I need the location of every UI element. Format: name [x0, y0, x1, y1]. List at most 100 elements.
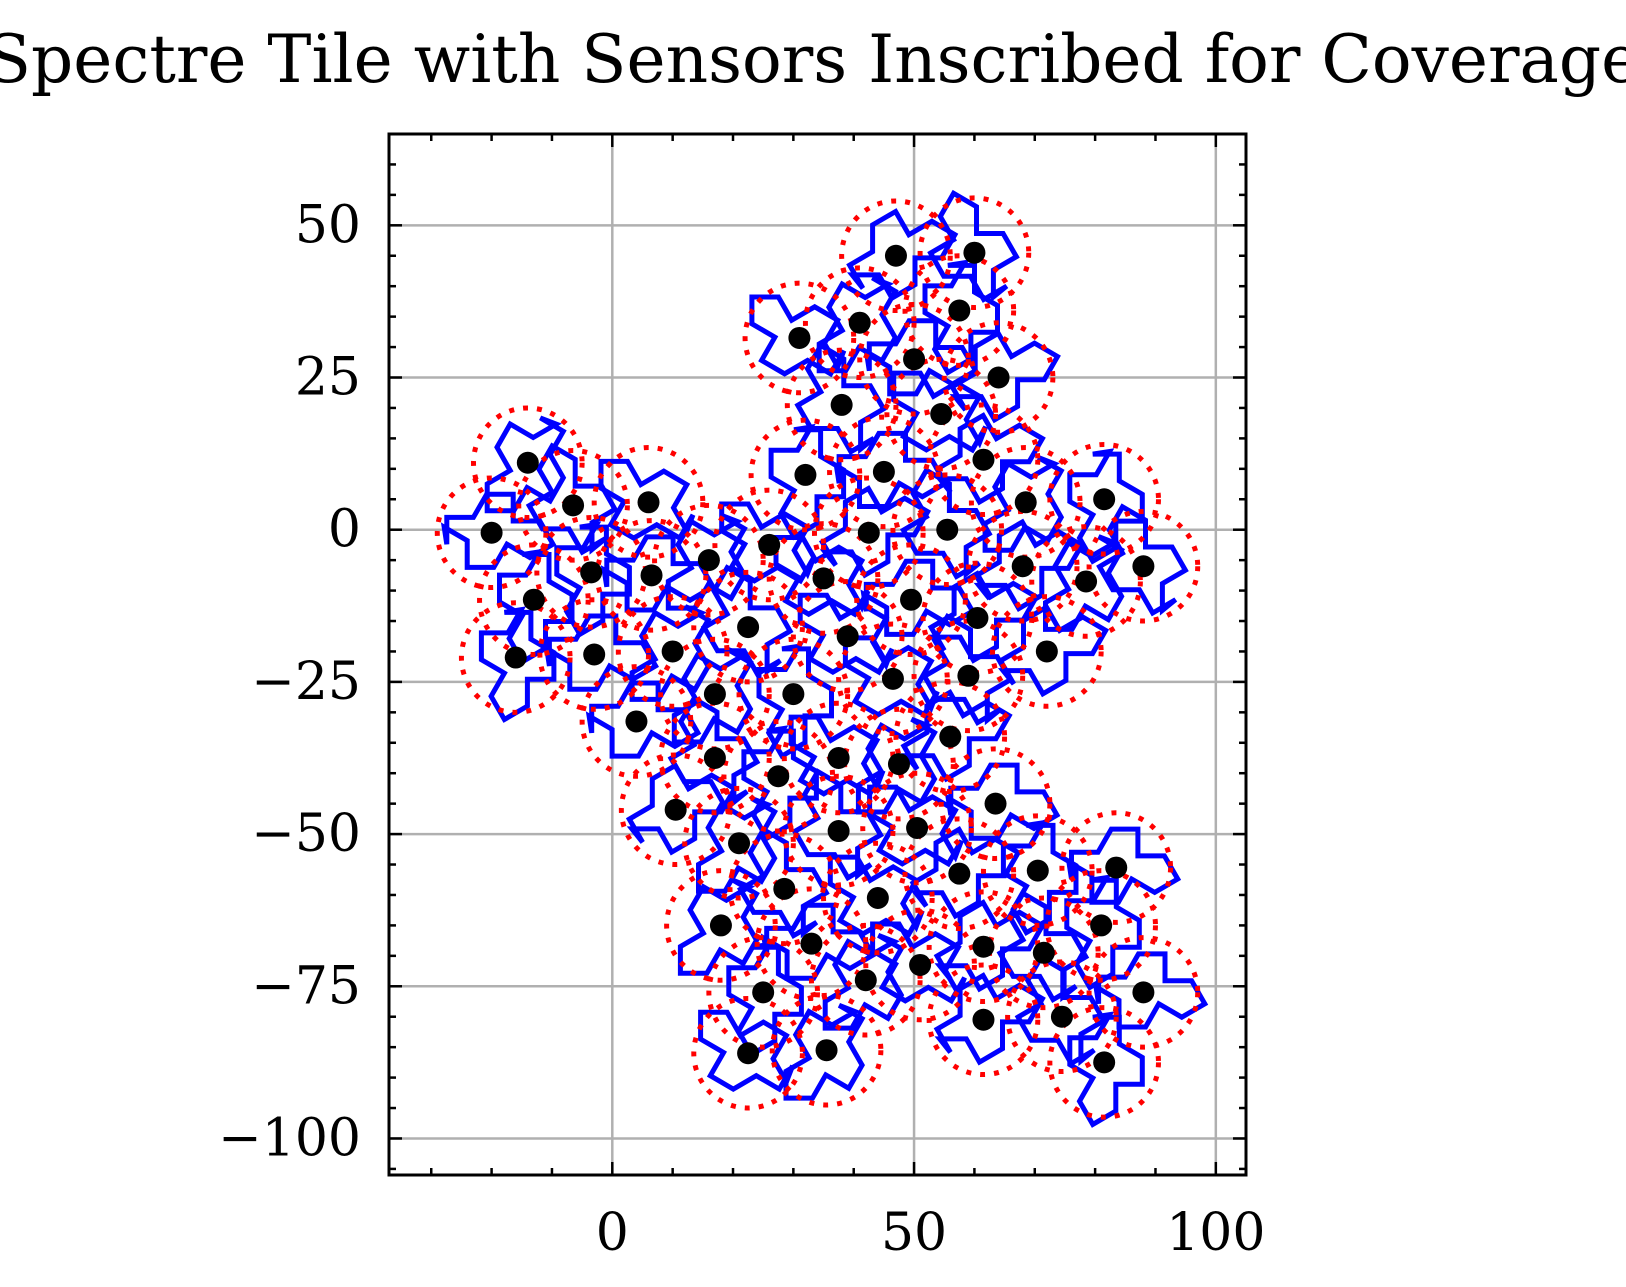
- sensor-point: [625, 710, 648, 733]
- sensor-point: [984, 792, 1007, 815]
- sensor-point: [1132, 981, 1155, 1004]
- coverage-circle: [941, 320, 1056, 435]
- sensor-point: [1011, 555, 1034, 578]
- sensor-point: [963, 241, 986, 264]
- sensor-point: [930, 403, 953, 426]
- sensor-point: [752, 981, 775, 1004]
- coverage-circle: [591, 445, 706, 560]
- sensor-point: [794, 463, 817, 486]
- y-tick-label: 0: [328, 500, 361, 560]
- y-tick-labels: 50 25 0 −25 −50 −75 −100: [218, 195, 361, 1168]
- sensor-point: [966, 606, 989, 629]
- coverage-circle: [579, 664, 694, 779]
- sensor-points: [480, 241, 1155, 1074]
- coverage-circle: [917, 195, 1032, 310]
- spectre-tile-outline: [1064, 874, 1142, 991]
- coverage-circle: [682, 785, 796, 901]
- sensor-point: [906, 817, 929, 839]
- sensor-point: [854, 969, 877, 992]
- coverage-circle: [980, 813, 1095, 928]
- spectre-tile-outline: [698, 1009, 795, 1093]
- spectre-tile-outline: [696, 796, 779, 894]
- sensor-point: [728, 832, 751, 855]
- spectre-tile-outline: [997, 603, 1110, 698]
- sensor-point: [1014, 491, 1037, 514]
- coverage-circle: [890, 472, 1005, 587]
- spectre-tile-outline: [1096, 503, 1189, 617]
- coverage-circle: [664, 868, 778, 983]
- sensor-point: [583, 643, 606, 666]
- spectre-tile-outline: [440, 491, 557, 570]
- coverage-circle: [766, 521, 881, 636]
- coverage-circle: [470, 405, 585, 521]
- sensor-point: [857, 521, 880, 544]
- sensor-point: [881, 667, 904, 690]
- coverage-circle: [516, 448, 630, 563]
- sensor-point: [782, 683, 805, 706]
- sensor-point: [640, 564, 663, 587]
- spectre-tile-outline: [870, 921, 967, 1005]
- sensor-point: [812, 567, 835, 590]
- spectre-tile-outline: [700, 564, 794, 678]
- spectre-tile-outline: [867, 784, 964, 868]
- sensor-point: [580, 561, 603, 584]
- coverage-circle: [884, 356, 999, 472]
- spectre-tile-outline: [927, 189, 1020, 303]
- sensor-point: [900, 588, 923, 611]
- spectre-tile-outline: [726, 941, 804, 1058]
- coverage-circle: [1047, 1005, 1161, 1120]
- sensor-point: [788, 326, 811, 349]
- spectre-tile-outline: [598, 458, 696, 542]
- sensor-point: [800, 932, 823, 955]
- spectre-tile-outline: [833, 430, 949, 509]
- coverage-circle: [691, 995, 805, 1111]
- coverage-circle: [902, 816, 1017, 931]
- spectre-tile-outline: [982, 455, 1065, 553]
- sensor-point: [504, 646, 527, 669]
- x-tick-label: 50: [881, 1203, 947, 1263]
- sensor-point: [948, 299, 971, 322]
- y-tick-label: −100: [218, 1108, 361, 1168]
- coverage-circle: [748, 417, 863, 533]
- sensor-point: [703, 746, 726, 769]
- spectre-tile-outline: [860, 558, 976, 637]
- sensor-point: [972, 1008, 995, 1031]
- spectre-tile-outline: [791, 768, 885, 882]
- coverage-circle: [854, 542, 968, 657]
- coverage-circle: [893, 679, 1008, 794]
- coverage-circle: [736, 636, 851, 752]
- coverage-circle: [477, 542, 591, 657]
- sensor-point: [972, 448, 995, 471]
- coverage-circle: [742, 280, 857, 396]
- sensor-point: [830, 393, 853, 416]
- spectre-tile-outline: [846, 208, 959, 302]
- sensor-point: [909, 953, 932, 976]
- coverage-circle: [784, 347, 899, 463]
- coverage-circle: [926, 402, 1041, 517]
- coverage-circle: [618, 752, 733, 868]
- spectre-tile-outline: [863, 318, 979, 397]
- spectre-tile-outline: [543, 613, 659, 692]
- sensor-point: [737, 616, 760, 639]
- spectre-tile-outline: [900, 688, 1013, 783]
- sensor-point: [1132, 555, 1155, 578]
- coverage-circle: [706, 935, 821, 1050]
- sensor-point: [1093, 1051, 1116, 1074]
- sensor-point: [767, 765, 790, 788]
- spectre-tile-outline: [783, 1002, 866, 1101]
- sensor-point: [516, 451, 539, 474]
- sensor-point: [1075, 570, 1098, 593]
- sensor-point: [522, 588, 545, 611]
- sensor-point: [637, 491, 660, 514]
- spectre-tile-outline: [478, 606, 557, 723]
- sensor-point: [709, 914, 732, 937]
- plot-area: [434, 189, 1209, 1128]
- spectre-tile-outline: [921, 612, 1014, 727]
- sensor-point: [987, 366, 1010, 389]
- coverage-circle: [821, 840, 935, 956]
- sensor-point: [664, 798, 687, 821]
- spectre-tile-outline: [1065, 826, 1182, 905]
- spectre-tile-outline: [667, 695, 761, 809]
- sensor-point: [848, 311, 871, 334]
- spectre-tile-outline: [1067, 1011, 1145, 1128]
